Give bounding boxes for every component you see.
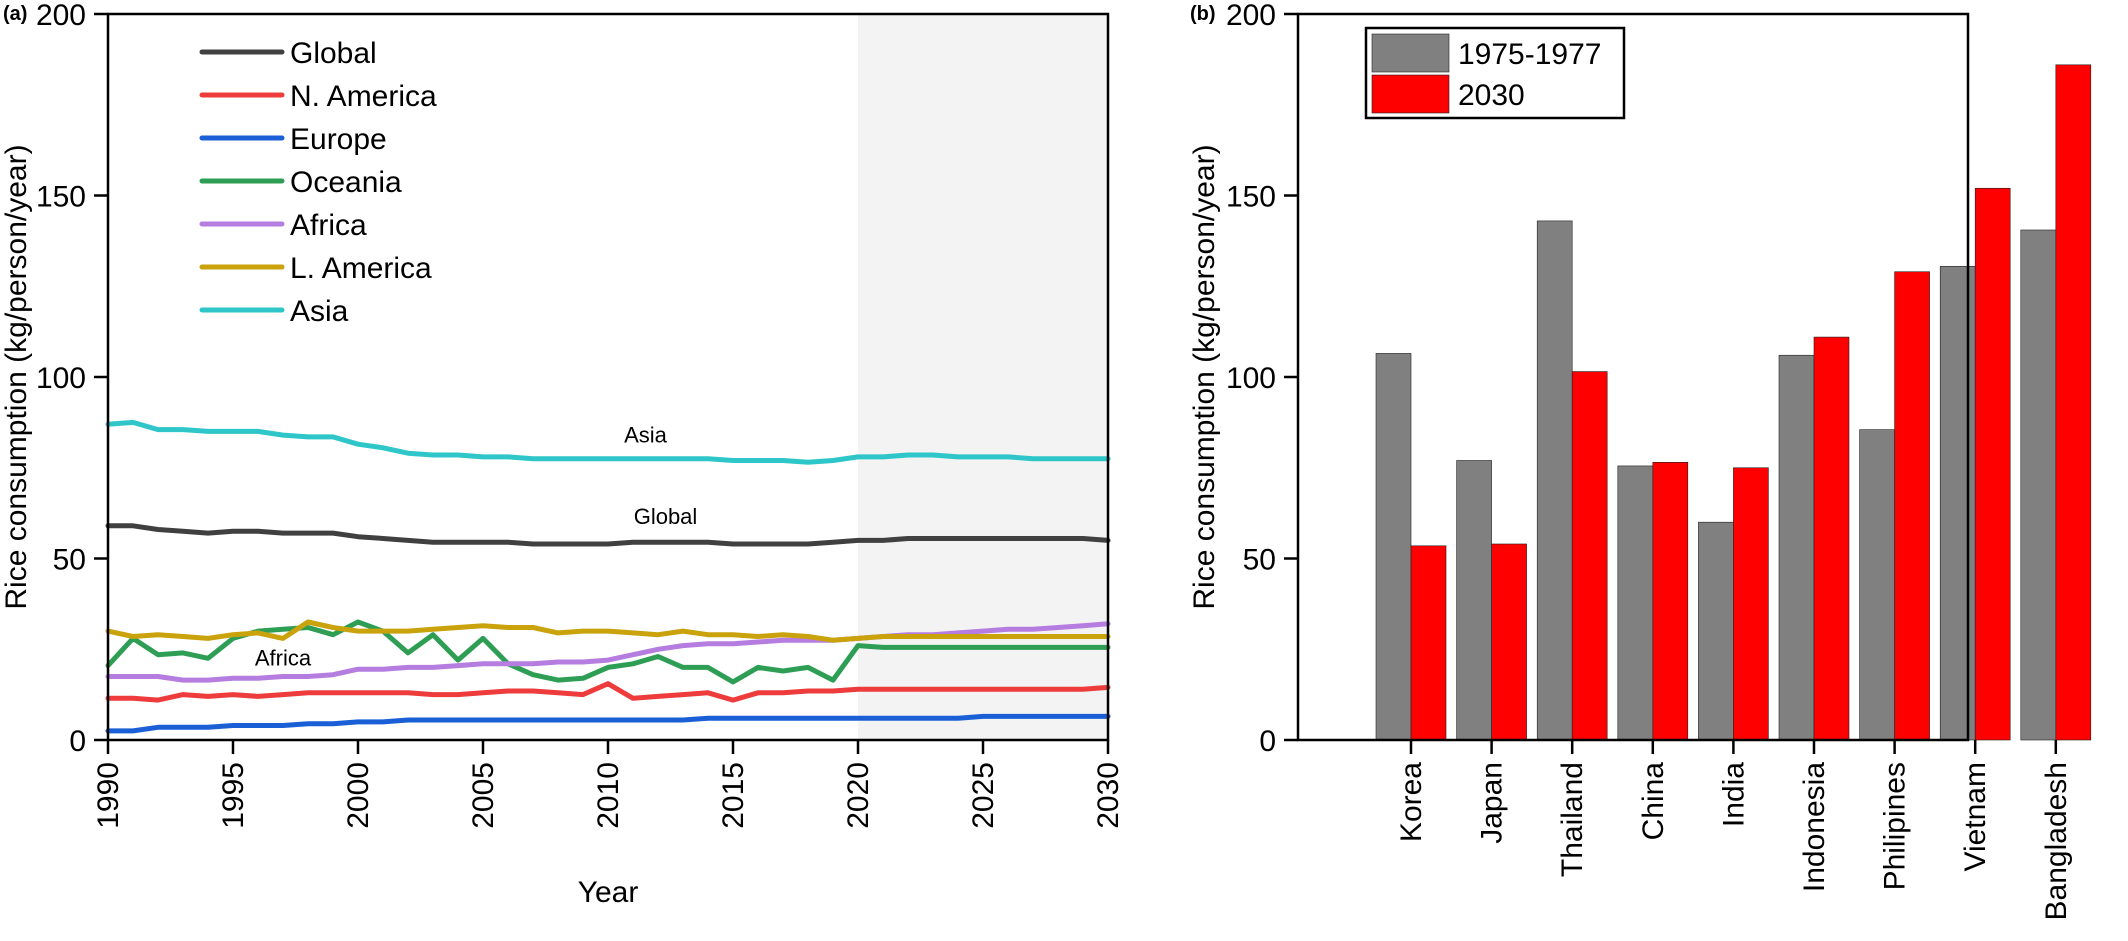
- series-line-l-america: [105, 619, 1111, 643]
- x-tick-label-b: Japan: [1476, 762, 1509, 844]
- legend-label-a: Oceania: [290, 166, 402, 199]
- y-tick-label-a: 50: [53, 544, 86, 577]
- bar-china-2030: [1652, 462, 1689, 741]
- annotation-label: Africa: [255, 646, 312, 671]
- bar-japan-2030: [1491, 543, 1527, 741]
- bar-philipines-1975-1977: [1859, 429, 1895, 741]
- bar-vietnam-2030: [1974, 187, 2011, 741]
- x-tick-label-a: 2025: [967, 762, 1000, 829]
- bar-vietnam-1975-1977: [1939, 265, 1976, 741]
- y-tick-label-b: 100: [1226, 362, 1276, 395]
- y-axis-label-b: Rice consumption (kg/person/year): [1188, 144, 1221, 609]
- y-tick-label-b: 200: [1226, 0, 1276, 32]
- legend-label-a: Asia: [290, 295, 349, 328]
- legend-a: Global N. America Europe Oceania Africa L. Am…: [199, 37, 437, 328]
- x-tick-label-b: Philipines: [1879, 762, 1912, 890]
- legend-label-a: Europe: [290, 123, 387, 156]
- bar-bangladesh-2030: [2055, 64, 2092, 741]
- x-tick-label-a: 2000: [342, 762, 375, 829]
- annotation-label: Asia: [624, 422, 668, 447]
- y-tick-label-a: 0: [69, 725, 86, 758]
- series-line-oceania: [105, 619, 1111, 685]
- y-axis-label-a: Rice consumption (kg/person/year): [0, 144, 33, 609]
- bar-thailand-1975-1977: [1536, 220, 1573, 741]
- bar-japan-1975-1977: [1456, 460, 1492, 741]
- legend-label-a: N. America: [290, 80, 437, 113]
- legend-label-b: 2030: [1458, 79, 1525, 112]
- series-line-asia: [105, 419, 1111, 465]
- x-tick-label-b: Vietnam: [1959, 762, 1992, 872]
- bar-thailand-2030: [1571, 371, 1608, 741]
- x-tick-label-a: 2030: [1092, 762, 1125, 829]
- bar-indonesia-1975-1977: [1778, 354, 1815, 741]
- shaded-rect: [858, 14, 1108, 740]
- y-tick-label-a: 100: [36, 362, 86, 395]
- bar-philipines-2030: [1894, 271, 1930, 741]
- x-tick-label-a: 1990: [92, 762, 125, 829]
- legend-b: 1975-1977 2030: [1364, 26, 1626, 120]
- x-tick-label-a: 1995: [217, 762, 250, 829]
- bar-china-1975-1977: [1617, 465, 1654, 741]
- x-tick-label-b: China: [1637, 762, 1670, 841]
- bar-indonesia-2030: [1813, 336, 1850, 741]
- bar-korea-1975-1977: [1375, 353, 1412, 741]
- panel-label-b: (b): [1190, 3, 1216, 25]
- x-tick-label-b: Indonesia: [1798, 762, 1831, 892]
- legend-box-b: [1364, 26, 1626, 120]
- y-tick-label-b: 150: [1226, 181, 1276, 214]
- series-line-global: [105, 523, 1111, 547]
- legend-swatch-b: [1371, 33, 1450, 73]
- legend-label-a: Africa: [290, 209, 367, 242]
- series-line-europe: [105, 713, 1111, 734]
- x-tick-label-a: 2005: [467, 762, 500, 829]
- panel-label-a: (a): [3, 3, 27, 25]
- annotation-label: Global: [634, 504, 698, 529]
- x-axis-label-a: Year: [578, 876, 639, 909]
- y-tick-label-a: 200: [36, 0, 86, 32]
- bar-india-2030: [1733, 467, 1769, 741]
- x-tick-label-b: Bangladesh: [2040, 762, 2073, 920]
- axes-a: 0 50 100 150 200 1990 1995 2000 2005 2010 2015 2020…: [36, 0, 1125, 829]
- series-line-n-america: [105, 681, 1111, 703]
- y-tick-label-b: 50: [1243, 544, 1276, 577]
- annotations-a: Asia Global Africa: [255, 422, 697, 670]
- x-tick-label-a: 2015: [717, 762, 750, 829]
- line-series-group: [105, 419, 1111, 734]
- x-tick-label-b: Thailand: [1556, 762, 1589, 877]
- x-tick-label-a: 2010: [592, 762, 625, 829]
- line-chart-panel: (a) 0 50 100 150 200 1990 1995 2000 2005 2010 2015…: [0, 0, 1125, 909]
- legend-swatch-b: [1371, 74, 1450, 114]
- y-tick-label-a: 150: [36, 181, 86, 214]
- legend-label-b: 1975-1977: [1458, 38, 1601, 71]
- bar-india-1975-1977: [1698, 521, 1734, 741]
- x-tick-label-b: Korea: [1395, 762, 1428, 842]
- projection-shaded-region: [858, 14, 1108, 740]
- x-tick-label-b: India: [1717, 762, 1750, 827]
- x-tick-label-a: 2020: [842, 762, 875, 829]
- axes-b: 0 50 100 150 200 Korea Japan Thailand China India…: [1226, 0, 2073, 920]
- bar-group: [1375, 64, 2092, 741]
- y-tick-label-b: 0: [1259, 725, 1276, 758]
- legend-label-a: Global: [290, 37, 377, 70]
- bar-korea-2030: [1410, 545, 1447, 741]
- bar-chart-panel: (b) 0 50 100 150 200 Korea Japan Thailand China I…: [1188, 0, 2092, 920]
- legend-label-a: L. America: [290, 252, 432, 285]
- bar-bangladesh-1975-1977: [2020, 229, 2057, 741]
